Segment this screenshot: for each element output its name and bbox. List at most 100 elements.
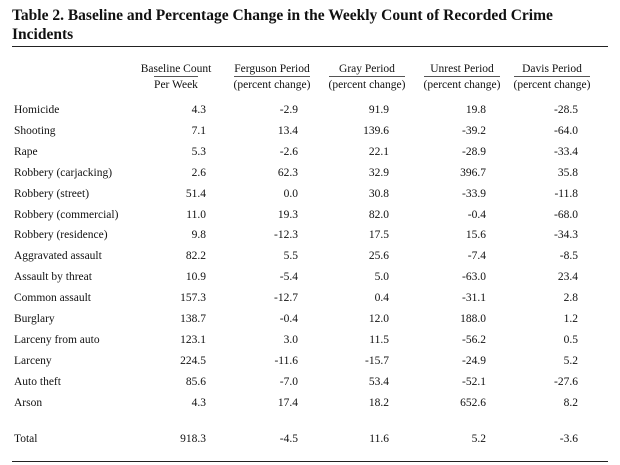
table-cell: 35.8 — [557, 167, 578, 179]
table-cell: 0.0 — [283, 188, 298, 200]
table-cell: 5.3 — [191, 146, 206, 158]
table-cell: 17.5 — [368, 229, 389, 241]
table-cell: 9.8 — [191, 229, 206, 241]
table-cell: 224.5 — [180, 355, 206, 367]
column-header: Ferguson Period (percent change) — [224, 62, 320, 92]
table-cell: 19.3 — [277, 209, 298, 221]
table-cell: -28.9 — [462, 146, 486, 158]
column-header-line1: Ferguson Period — [234, 63, 310, 75]
row-label: Assault by threat — [14, 271, 92, 283]
table-cell: 5.2 — [471, 433, 486, 445]
table-row: Common assault 157.3 -12.7 0.4 -31.1 2.8 — [0, 289, 620, 307]
table-cell: -52.1 — [462, 376, 486, 388]
column-header: Baseline Count Per Week — [128, 62, 224, 92]
table-cell: 53.4 — [368, 376, 389, 388]
column-header-line1: Gray Period — [339, 63, 395, 75]
table-cell: -12.3 — [274, 229, 298, 241]
table-cell: 23.4 — [557, 271, 578, 283]
table-cell: 19.8 — [465, 104, 486, 116]
table-cell: -4.5 — [279, 433, 298, 445]
table-cell: 396.7 — [460, 167, 486, 179]
table-cell: -8.5 — [559, 250, 578, 262]
table-cell: 157.3 — [180, 292, 206, 304]
row-label: Larceny — [14, 355, 52, 367]
table-cell: -56.2 — [462, 334, 486, 346]
table-cell: 652.6 — [460, 397, 486, 409]
table-cell: -24.9 — [462, 355, 486, 367]
row-label: Shooting — [14, 125, 56, 137]
table-cell: 10.9 — [185, 271, 206, 283]
row-label: Robbery (street) — [14, 188, 90, 200]
table-cell: -12.7 — [274, 292, 298, 304]
column-header-line1: Baseline Count — [140, 63, 212, 75]
table-cell: -33.9 — [462, 188, 486, 200]
table-cell: 918.3 — [180, 433, 206, 445]
table-cell: 32.9 — [368, 167, 389, 179]
row-label: Robbery (residence) — [14, 229, 108, 241]
table-cell: -64.0 — [554, 125, 578, 137]
table-cell: -31.1 — [462, 292, 486, 304]
table-cell: 12.0 — [368, 313, 389, 325]
table-cell: -7.4 — [467, 250, 486, 262]
table-cell: -11.8 — [554, 188, 578, 200]
total-row: Total 918.3 -4.5 11.6 5.2 -3.6 — [0, 430, 620, 448]
table-cell: -34.3 — [554, 229, 578, 241]
row-label: Rape — [14, 146, 38, 158]
table-row: Burglary 138.7 -0.4 12.0 188.0 1.2 — [0, 310, 620, 328]
table-cell: 25.6 — [368, 250, 389, 262]
table-row: Robbery (residence) 9.8 -12.3 17.5 15.6 -34.3 — [0, 226, 620, 244]
table-cell: 5.0 — [374, 271, 389, 283]
table-cell: 62.3 — [277, 167, 298, 179]
table-cell: 18.2 — [368, 397, 389, 409]
table-cell: -2.6 — [279, 146, 298, 158]
column-header-line2: (percent change) — [423, 76, 501, 92]
table-cell: -33.4 — [554, 146, 578, 158]
row-label: Larceny from auto — [14, 334, 100, 346]
table-cell: 4.3 — [191, 104, 206, 116]
row-label: Robbery (commercial) — [14, 209, 119, 221]
row-label: Robbery (carjacking) — [14, 167, 113, 179]
table-cell: 91.9 — [368, 104, 389, 116]
table-row: Aggravated assault 82.2 5.5 25.6 -7.4 -8.5 — [0, 247, 620, 265]
table-cell: 51.4 — [185, 188, 206, 200]
table-cell: -3.6 — [559, 433, 578, 445]
column-header-line2: (percent change) — [328, 76, 406, 92]
table-cell: 11.0 — [186, 209, 206, 221]
row-label: Aggravated assault — [14, 250, 102, 262]
table-cell: -28.5 — [554, 104, 578, 116]
table-cell: -11.6 — [274, 355, 298, 367]
table-cell: 5.2 — [563, 355, 578, 367]
table-cell: 0.5 — [563, 334, 578, 346]
table-cell: -5.4 — [279, 271, 298, 283]
table-cell: 8.2 — [563, 397, 578, 409]
table-row: Arson 4.3 17.4 18.2 652.6 8.2 — [0, 394, 620, 412]
table-row: Robbery (carjacking) 2.6 62.3 32.9 396.7 35.8 — [0, 164, 620, 182]
table-row: Auto theft 85.6 -7.0 53.4 -52.1 -27.6 — [0, 373, 620, 391]
table-row: Robbery (commercial) 11.0 19.3 82.0 -0.4 -68.… — [0, 206, 620, 224]
table-row: Homicide 4.3 -2.9 91.9 19.8 -28.5 — [0, 101, 620, 119]
table-cell: -68.0 — [554, 209, 578, 221]
table-cell: 138.7 — [180, 313, 206, 325]
table-cell: -63.0 — [462, 271, 486, 283]
row-label: Common assault — [14, 292, 91, 304]
table-cell: -27.6 — [554, 376, 578, 388]
table-cell: 7.1 — [191, 125, 206, 137]
table-cell: -7.0 — [279, 376, 298, 388]
table-cell: -0.4 — [279, 313, 298, 325]
table-title: Table 2. Baseline and Percentage Change … — [12, 7, 553, 43]
row-label: Arson — [14, 397, 43, 409]
column-header-line2: (percent change) — [513, 76, 591, 92]
table-cell: 30.8 — [368, 188, 389, 200]
table-cell: 13.4 — [277, 125, 298, 137]
table-cell: 17.4 — [277, 397, 298, 409]
table-cell: 82.2 — [185, 250, 206, 262]
column-header-line2: Per Week — [154, 76, 198, 92]
table-cell: 188.0 — [460, 313, 486, 325]
table-cell: 4.3 — [191, 397, 206, 409]
table-row: Larceny from auto 123.1 3.0 11.5 -56.2 0.5 — [0, 331, 620, 349]
column-header-line2: (percent change) — [233, 76, 311, 92]
top-rule — [12, 46, 608, 47]
table-cell: 3.0 — [283, 334, 298, 346]
column-header-line1: Davis Period — [522, 63, 582, 75]
